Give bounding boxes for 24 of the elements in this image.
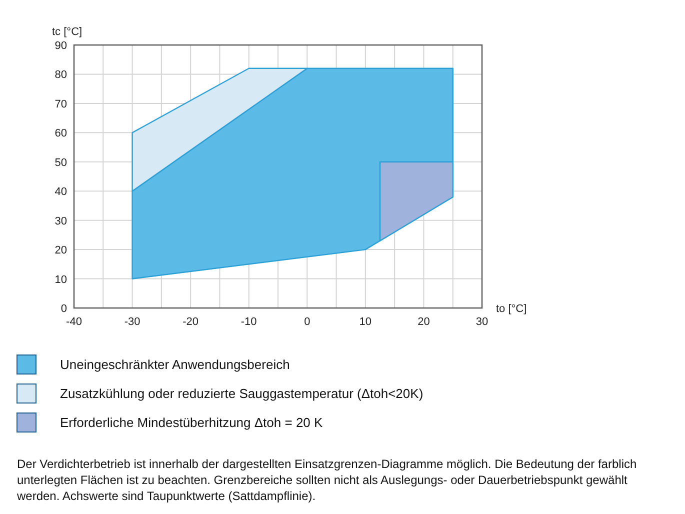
x-tick-label: 0 <box>304 316 310 328</box>
text: Der Verdichterbetrieb ist innerhalb der dargestellten Einsatzgrenzen-Diagramme möglich. Die Bedeutung der farblich unterlegten Flächen ist zu beachten. Grenzbereiche sollten nicht als Auslegungs- oder Dauerbetriebspunkt gewählt werden. Achswerte sind Taupunktwerte (Sattdampflinie). <box>16 457 637 503</box>
y-tick-label: 90 <box>54 40 67 52</box>
legend-label: Zusatzkühlung oder reduzierte Sauggastemperatur (Δtoh<20K) <box>60 386 424 401</box>
y-tick-label: 50 <box>54 156 67 169</box>
x-tick-label: 20 <box>418 316 430 328</box>
y-tick-label: 60 <box>54 128 67 140</box>
x-tick-label: 10 <box>359 316 372 328</box>
x-tick-label: -20 <box>182 316 199 328</box>
legend-label: Erforderliche Mindestüberhitzung Δtoh = 20 K <box>60 415 324 430</box>
y-tick-label: 80 <box>54 69 67 82</box>
x-tick-label: 30 <box>476 316 488 328</box>
y-tick-label: 10 <box>54 274 67 286</box>
y-tick-label: 0 <box>60 303 67 315</box>
y-tick-label: 70 <box>54 98 67 110</box>
x-tick-label: -10 <box>240 316 257 328</box>
x-tick-label: -40 <box>66 316 82 328</box>
x-tick-label: -30 <box>124 316 140 328</box>
y-axis-title: tc [°C] <box>52 26 82 38</box>
x-axis-title: to [°C] <box>496 303 527 315</box>
legend-label: Uneingeschränkter Anwendungsbereich <box>60 357 290 372</box>
y-tick-label: 20 <box>54 244 67 257</box>
y-tick-label: 40 <box>54 186 67 198</box>
y-tick-label: 30 <box>54 215 67 228</box>
